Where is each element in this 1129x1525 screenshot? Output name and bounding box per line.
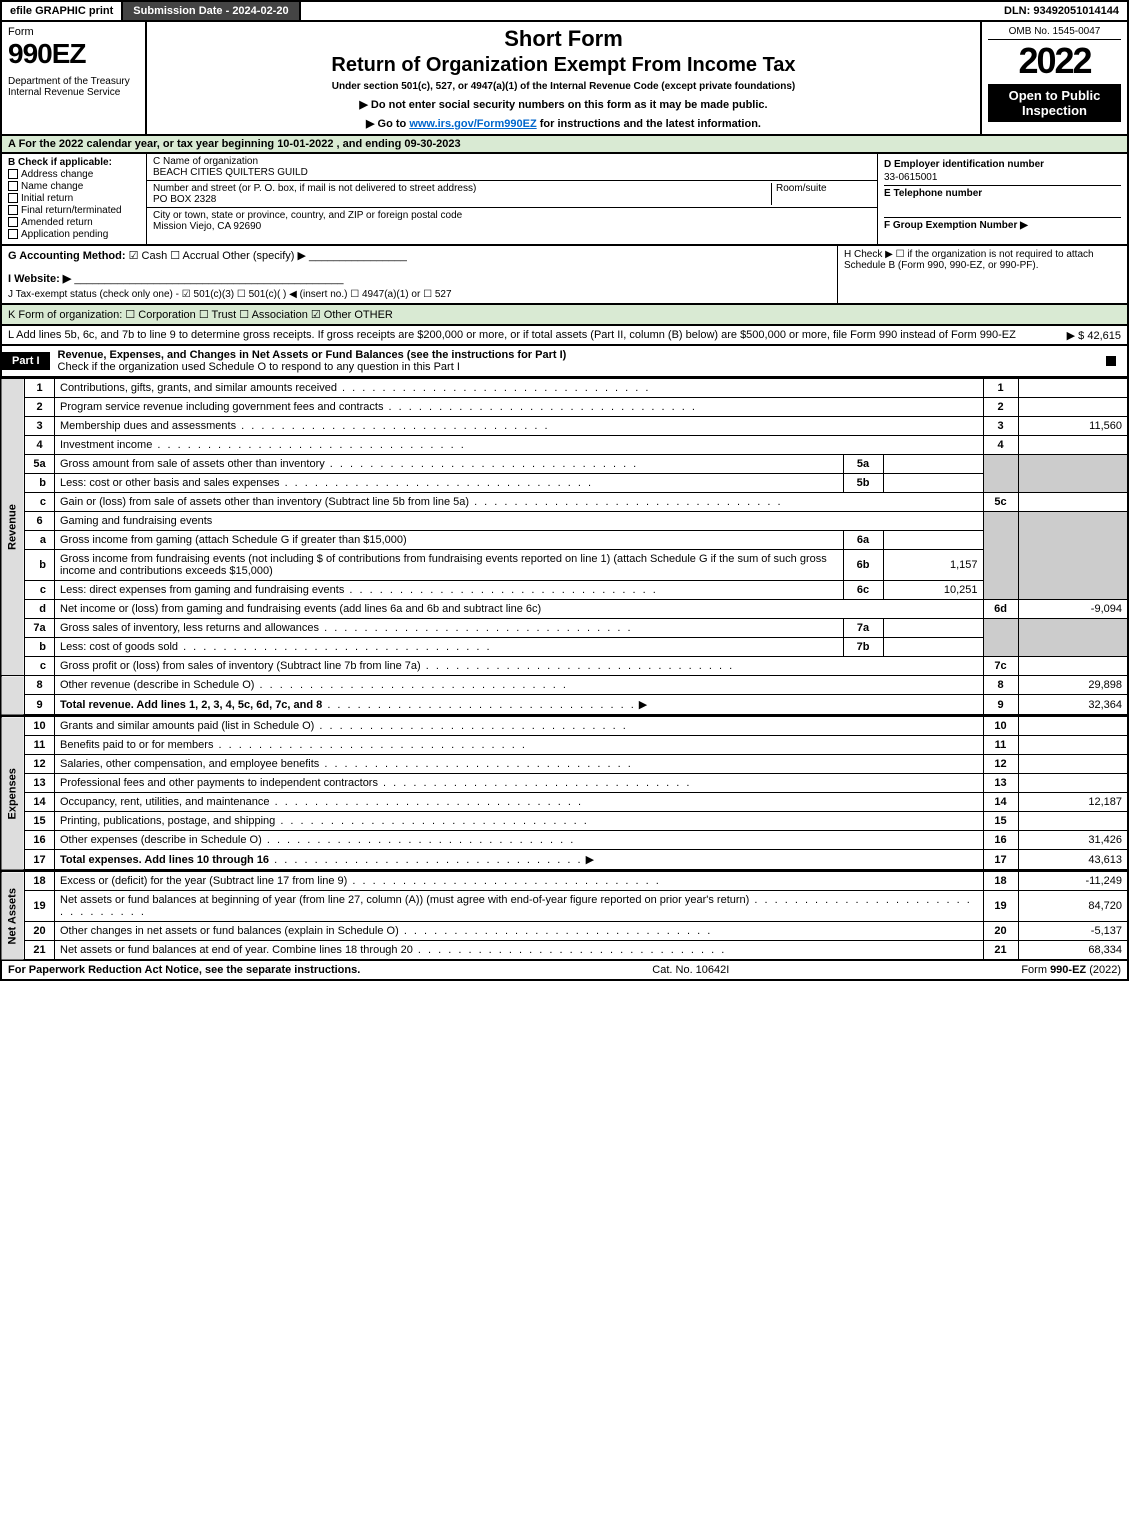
website-label: I Website: ▶ (8, 273, 71, 285)
section-a: A For the 2022 calendar year, or tax yea… (0, 136, 1129, 154)
g-options: ☑ Cash ☐ Accrual Other (specify) ▶ (129, 250, 306, 262)
topbar-spacer (301, 2, 996, 20)
section-gh: G Accounting Method: ☑ Cash ☐ Accrual Ot… (0, 246, 1129, 305)
footer-center: Cat. No. 10642I (652, 964, 729, 976)
chk-pending[interactable]: Application pending (8, 229, 140, 240)
ein: 33-0615001 (884, 172, 1121, 183)
expenses-sidelabel: Expenses (1, 717, 25, 871)
part-i-title: Revenue, Expenses, and Changes in Net As… (50, 346, 1106, 376)
section-c: C Name of organization BEACH CITIES QUIL… (147, 154, 877, 244)
instruction-2: ▶ Go to www.irs.gov/Form990EZ for instru… (155, 117, 972, 130)
city-row: City or town, state or province, country… (147, 208, 877, 234)
header-right: OMB No. 1545-0047 2022 Open to Public In… (982, 22, 1127, 134)
header-left: Form 990EZ Department of the Treasury In… (2, 22, 147, 134)
form-header: Form 990EZ Department of the Treasury In… (0, 22, 1129, 136)
street-row: Number and street (or P. O. box, if mail… (147, 181, 877, 208)
org-name: BEACH CITIES QUILTERS GUILD (153, 167, 871, 178)
return-title: Return of Organization Exempt From Incom… (155, 54, 972, 77)
department-label: Department of the Treasury Internal Reve… (8, 76, 139, 98)
chk-name[interactable]: Name change (8, 181, 140, 192)
efile-label[interactable]: efile GRAPHIC print (2, 2, 123, 20)
ein-label: D Employer identification number (884, 159, 1121, 170)
section-l: L Add lines 5b, 6c, and 7b to line 9 to … (0, 326, 1129, 346)
section-b: B Check if applicable: Address change Na… (2, 154, 147, 244)
netassets-sidelabel: Net Assets (1, 872, 25, 961)
chk-address[interactable]: Address change (8, 169, 140, 180)
instruction-1: ▶ Do not enter social security numbers o… (155, 98, 972, 111)
tax-year: 2022 (988, 40, 1121, 82)
submission-date: Submission Date - 2024-02-20 (123, 2, 300, 20)
open-to-public: Open to Public Inspection (988, 84, 1121, 122)
g-label: G Accounting Method: (8, 250, 126, 262)
tel-value (884, 201, 1121, 215)
accounting-method: G Accounting Method: ☑ Cash ☐ Accrual Ot… (8, 249, 831, 262)
tel-label: E Telephone number (884, 185, 1121, 199)
revenue-table: Revenue 1 Contributions, gifts, grants, … (0, 378, 1129, 716)
section-h: H Check ▶ ☐ if the organization is not r… (837, 246, 1127, 303)
instr2-post: for instructions and the latest informat… (537, 118, 761, 130)
chk-amended[interactable]: Amended return (8, 217, 140, 228)
section-l-text: L Add lines 5b, 6c, and 7b to line 9 to … (8, 329, 1016, 341)
street: PO BOX 2328 (153, 194, 771, 205)
part-i-checkbox[interactable] (1106, 355, 1127, 367)
header-center: Short Form Return of Organization Exempt… (147, 22, 982, 134)
room-label: Room/suite (776, 183, 871, 194)
omb-number: OMB No. 1545-0047 (988, 26, 1121, 40)
section-k: K Form of organization: ☐ Corporation ☐ … (0, 305, 1129, 326)
section-g: G Accounting Method: ☑ Cash ☐ Accrual Ot… (2, 246, 837, 303)
section-d: D Employer identification number 33-0615… (877, 154, 1127, 244)
footer-right: Form 990-EZ (2022) (1021, 964, 1121, 976)
short-form-title: Short Form (155, 26, 972, 52)
form-number: 990EZ (8, 38, 139, 70)
website-row: I Website: ▶ ___________________________… (8, 272, 831, 285)
chk-final[interactable]: Final return/terminated (8, 205, 140, 216)
part-i-label: Part I (2, 352, 50, 370)
group-label: F Group Exemption Number ▶ (884, 217, 1121, 231)
form-label: Form (8, 26, 139, 38)
org-name-row: C Name of organization BEACH CITIES QUIL… (147, 154, 877, 181)
city-label: City or town, state or province, country… (153, 210, 871, 221)
section-l-amount: ▶ $ 42,615 (1067, 329, 1121, 342)
under-section: Under section 501(c), 527, or 4947(a)(1)… (155, 81, 972, 92)
section-b-title: B Check if applicable: (8, 157, 112, 168)
section-a-text: A For the 2022 calendar year, or tax yea… (8, 138, 461, 150)
instr2-pre: ▶ Go to (366, 118, 409, 130)
info-block: B Check if applicable: Address change Na… (0, 154, 1129, 246)
footer: For Paperwork Reduction Act Notice, see … (0, 961, 1129, 981)
street-label: Number and street (or P. O. box, if mail… (153, 183, 771, 194)
dln-label: DLN: 93492051014144 (996, 2, 1127, 20)
chk-initial[interactable]: Initial return (8, 193, 140, 204)
netassets-table: Net Assets 18 Excess or (deficit) for th… (0, 871, 1129, 961)
footer-left: For Paperwork Reduction Act Notice, see … (8, 964, 360, 976)
part-i-header: Part I Revenue, Expenses, and Changes in… (0, 346, 1129, 378)
city: Mission Viejo, CA 92690 (153, 221, 871, 232)
expenses-table: Expenses 10 Grants and similar amounts p… (0, 716, 1129, 871)
org-name-label: C Name of organization (153, 156, 871, 167)
revenue-sidelabel: Revenue (1, 379, 25, 676)
irs-link[interactable]: www.irs.gov/Form990EZ (409, 118, 536, 130)
j-tax-exempt: J Tax-exempt status (check only one) - ☑… (8, 289, 831, 300)
top-bar: efile GRAPHIC print Submission Date - 20… (0, 0, 1129, 22)
